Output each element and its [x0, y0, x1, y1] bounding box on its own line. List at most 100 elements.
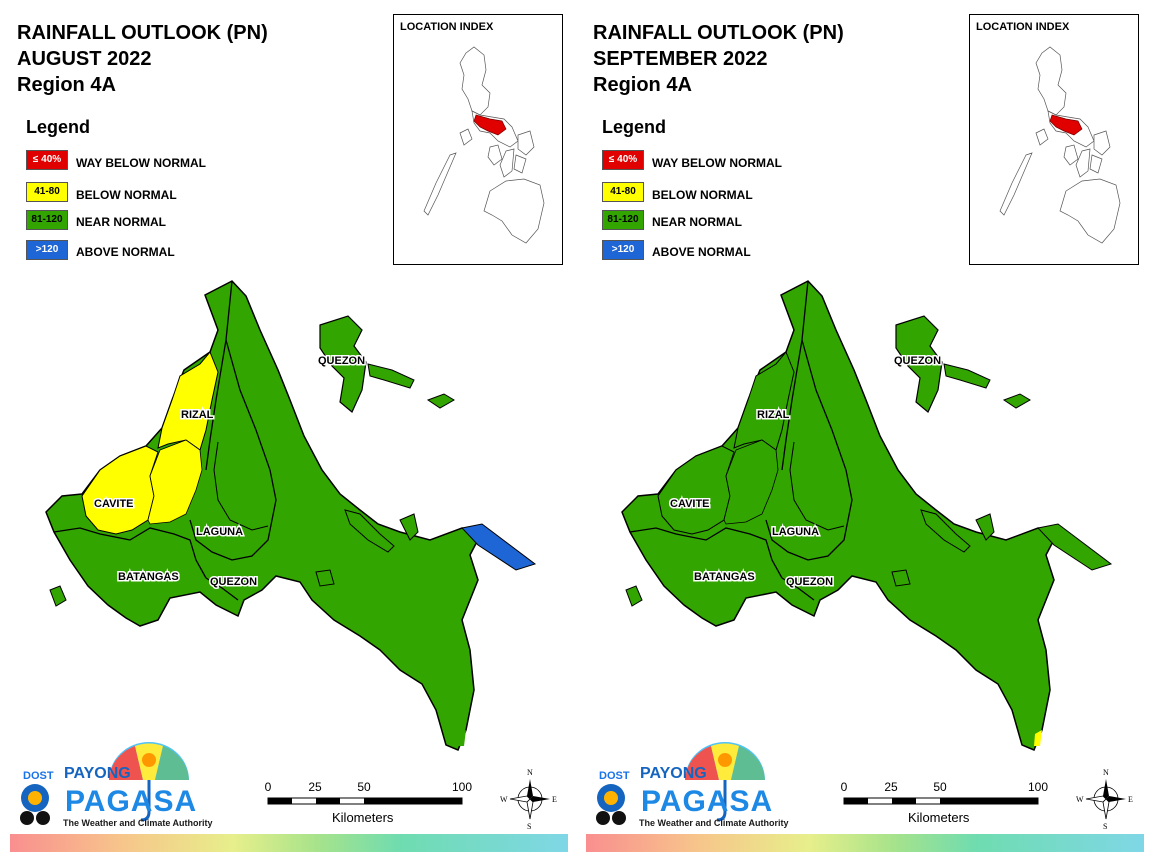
scale-tick-label: 0: [840, 780, 848, 794]
location-index-inset: LOCATION INDEX: [393, 14, 563, 265]
boundary-laguna-quezon: [189, 339, 277, 561]
mainland-shape: [45, 280, 484, 751]
footer-gradient-bar: [10, 834, 568, 852]
scale-tick-label: 25: [308, 780, 322, 794]
boundary-rizal-quezon: [205, 280, 233, 471]
compass-s: S: [1103, 822, 1107, 831]
compass-rose-icon: N S W E: [1076, 768, 1133, 831]
scale-tick-label: 100: [451, 780, 473, 794]
logo-payong-text: PAYONG: [64, 765, 131, 782]
mindanao-shape: [1059, 178, 1121, 244]
logo-tagline: The Weather and Climate Authority: [63, 818, 213, 828]
scale-tick-label: 50: [933, 780, 947, 794]
panay-shape: [1063, 144, 1079, 166]
scale-bar: 0 25 50 100 Kilometers: [258, 776, 478, 831]
legend-swatch: 81-120: [602, 210, 644, 230]
compass-n: N: [1103, 768, 1109, 777]
label-quezon-south: QUEZON: [786, 576, 833, 588]
philippines-outline-map: [423, 46, 545, 244]
boundary-quezon-south: [205, 577, 239, 601]
quezon-south-tip-shape: [458, 730, 466, 746]
small-island-shape: [315, 569, 335, 587]
bondoc-island-shape: [344, 509, 395, 553]
north-arrow: N S W E: [500, 765, 560, 831]
august-outlook-panel: RAINFALL OUTLOOK (PN) AUGUST 2022 Region…: [10, 14, 568, 852]
legend-swatch: ≤ 40%: [26, 150, 68, 170]
umbrella-icon: [20, 742, 189, 825]
samar-shape: [517, 130, 535, 156]
footer-gradient-bar: [586, 834, 1144, 852]
title-line-2: SEPTEMBER 2022: [593, 48, 768, 70]
logo-payong-text: PAYONG: [640, 765, 707, 782]
scale-tick-label: 0: [264, 780, 272, 794]
label-laguna: LAGUNA: [196, 526, 243, 538]
label-rizal: RIZAL: [181, 409, 214, 421]
laguna-west-shape: [147, 439, 203, 525]
laguna-west-shape: [723, 439, 779, 525]
region-4a-highlight: [473, 114, 507, 136]
cavite-province-shape: [657, 445, 735, 535]
location-index-title: LOCATION INDEX: [400, 21, 494, 33]
map-title: RAINFALL OUTLOOK (PN) SEPTEMBER 2022 Reg…: [593, 20, 844, 98]
compass-e: E: [1128, 795, 1133, 804]
title-line-1: RAINFALL OUTLOOK (PN): [593, 22, 844, 44]
boundary-rizal-quezon: [781, 280, 809, 471]
mindoro-shape: [459, 128, 473, 146]
logo-pagasa-text: PAGASA: [65, 785, 198, 818]
logo-pagasa-text: PAGASA: [641, 785, 774, 818]
logo-tagline: The Weather and Climate Authority: [639, 818, 789, 828]
location-index-inset: LOCATION INDEX: [969, 14, 1139, 265]
small-island-shape: [891, 569, 911, 587]
bondoc-island-shape: [920, 509, 971, 553]
small-island-shape: [625, 585, 643, 607]
scale-unit-label: Kilometers: [908, 810, 970, 825]
small-island-shape: [1002, 393, 1031, 409]
compass-s: S: [527, 822, 531, 831]
philippines-outline-map: [999, 46, 1121, 244]
region-4a-map: QUEZON RIZAL CAVITE LAGUNA BATANGAS QUEZ…: [45, 280, 537, 751]
rizal-province-shape: [157, 351, 219, 451]
pagasa-logo: DOST PAYONG PAGASA The Weather and Clima…: [17, 740, 247, 835]
title-line-3: Region 4A: [17, 74, 116, 96]
palawan-shape: [999, 152, 1033, 216]
scale-bar: 0 25 50 100 Kilometers: [834, 776, 1054, 831]
label-rizal: RIZAL: [757, 409, 790, 421]
scale-tick-label: 25: [884, 780, 898, 794]
legend-label: BELOW NORMAL: [76, 188, 177, 202]
panay-shape: [487, 144, 503, 166]
scale-unit-label: Kilometers: [332, 810, 394, 825]
legend-label: WAY BELOW NORMAL: [652, 156, 783, 170]
region-4a-map: QUEZON RIZAL CAVITE LAGUNA BATANGAS QUEZ…: [621, 280, 1113, 751]
samar-shape: [1093, 130, 1111, 156]
scale-bar-graphic: [843, 797, 1039, 805]
compass-n: N: [527, 768, 533, 777]
label-quezon-south: QUEZON: [210, 576, 257, 588]
logo-dost-text: DOST: [599, 770, 630, 782]
alabat-island-shape: [399, 513, 419, 541]
scale-bar-graphic: [267, 797, 463, 805]
legend-heading: Legend: [26, 117, 91, 137]
small-island-shape: [367, 363, 415, 389]
small-island-shape: [49, 585, 67, 607]
boundary-laguna-inner: [789, 441, 845, 531]
polillo-island-shape: [319, 315, 367, 413]
logo-dost-text: DOST: [23, 770, 54, 782]
negros-shape: [499, 148, 515, 178]
label-quezon-north: QUEZON: [894, 355, 941, 367]
boundary-quezon-south: [781, 577, 815, 601]
map-title: RAINFALL OUTLOOK (PN) AUGUST 2022 Region…: [17, 20, 268, 98]
pagasa-logo: DOST PAYONG PAGASA The Weather and Clima…: [593, 740, 823, 835]
compass-rose-icon: N S W E: [500, 768, 557, 831]
boundary-laguna-quezon: [765, 339, 853, 561]
label-batangas: BATANGAS: [694, 571, 755, 583]
polillo-island-shape: [895, 315, 943, 413]
north-arrow: N S W E: [1076, 765, 1136, 831]
legend-heading: Legend: [602, 117, 667, 137]
title-line-1: RAINFALL OUTLOOK (PN): [17, 22, 268, 44]
boundary-laguna-inner: [213, 441, 269, 531]
legend-swatch: >120: [26, 240, 68, 260]
cebu-bohol-shape: [513, 154, 527, 174]
label-batangas: BATANGAS: [118, 571, 179, 583]
title-line-3: Region 4A: [593, 74, 692, 96]
legend-label: NEAR NORMAL: [652, 215, 742, 229]
